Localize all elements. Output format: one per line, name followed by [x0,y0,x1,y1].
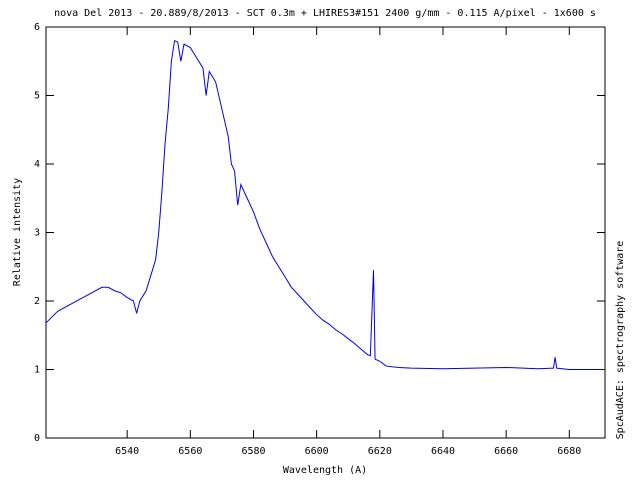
x-tick-label: 6680 [557,446,581,457]
y-axis-label: Relative intensity [12,178,23,286]
y-tick-label: 5 [34,91,40,102]
x-tick-label: 6660 [494,446,518,457]
y-tick-label: 3 [34,228,40,239]
x-tick-label: 6580 [241,446,265,457]
x-tick-label: 6600 [305,446,329,457]
y-tick-label: 1 [34,365,40,376]
x-axis-label: Wavelength (A) [283,465,367,476]
y-tick-label: 6 [34,22,40,33]
annotation: SpcAudACE: spectrography software [615,241,626,440]
x-tick-label: 6620 [368,446,392,457]
x-tick-label: 6560 [178,446,202,457]
spectrum-line [45,39,605,370]
y-tick-label: 4 [34,159,40,170]
x-tick-label: 6640 [431,446,455,457]
x-tick-label: 6540 [115,446,139,457]
chart-title: nova Del 2013 - 20.889/8/2013 - SCT 0.3m… [54,8,596,19]
y-tick-label: 2 [34,296,40,307]
y-tick-label: 0 [34,433,40,444]
